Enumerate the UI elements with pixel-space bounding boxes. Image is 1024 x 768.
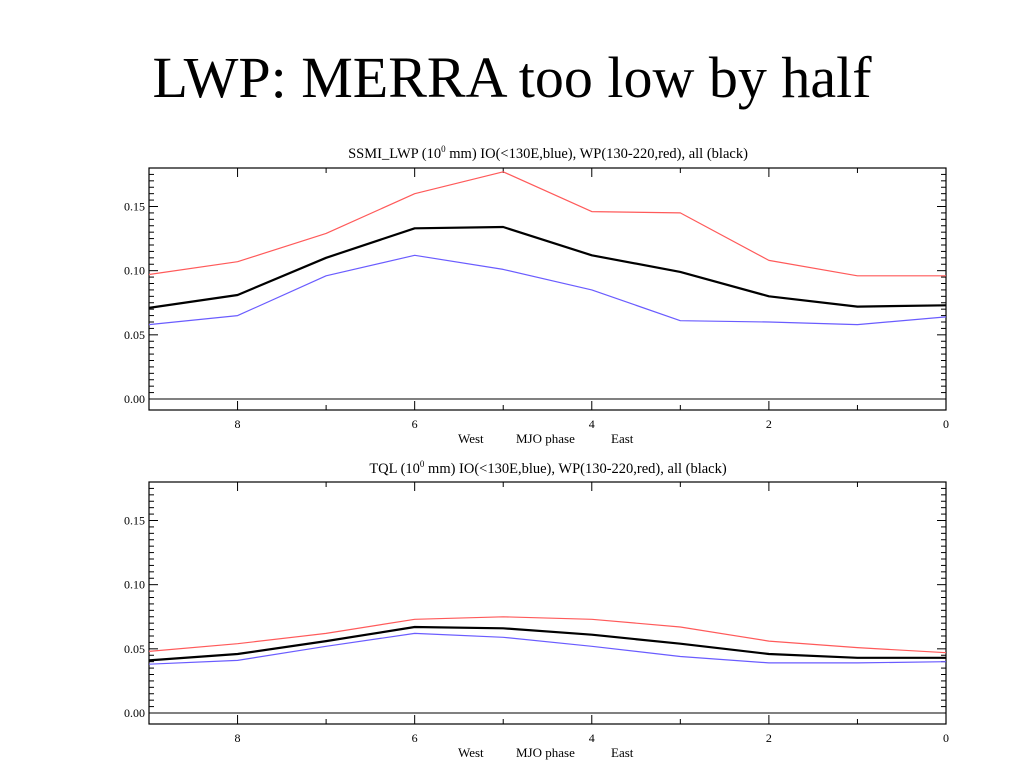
- y-tick-labels: 0.00 0.05 0.10 0.15: [124, 200, 145, 407]
- x-tick-label: 6: [412, 731, 418, 745]
- x-label-mjo-phase: MJO phase: [516, 745, 575, 760]
- x-tick-label: 8: [235, 417, 241, 431]
- x-tick-label: 8: [235, 731, 241, 745]
- plot-border: [148, 167, 947, 411]
- y-tick-label: 0.05: [124, 328, 145, 342]
- chart-ssmi-lwp: SSMI_LWP (100 mm) IO(<130E,blue), WP(130…: [124, 144, 949, 446]
- x-tick-labels: 8 6 4 2 0: [235, 417, 949, 431]
- x-label-east: East: [611, 745, 634, 760]
- x-tick-label: 0: [943, 417, 949, 431]
- x-tick-label: 2: [766, 731, 772, 745]
- y-tick-label: 0.10: [124, 264, 145, 278]
- series-line-1: [148, 625, 946, 662]
- x-tick-label: 4: [589, 731, 595, 745]
- series-line-2: [148, 254, 947, 326]
- series-lines: [148, 616, 947, 665]
- series-line-2: [148, 632, 947, 665]
- chart-title: TQL (100 mm) IO(<130E,blue), WP(130-220,…: [369, 459, 727, 477]
- tick-marks: [148, 482, 947, 724]
- x-tick-label: 2: [766, 417, 772, 431]
- x-tick-labels: 8 6 4 2 0: [235, 731, 949, 745]
- plot-border: [148, 481, 947, 725]
- series-line-0: [148, 616, 947, 654]
- tick-marks: [148, 168, 947, 410]
- y-tick-labels: 0.00 0.05 0.10 0.15: [124, 514, 145, 721]
- y-tick-label: 0.00: [124, 392, 145, 406]
- x-tick-label: 4: [589, 417, 595, 431]
- y-tick-label: 0.05: [124, 642, 145, 656]
- x-label-west: West: [458, 431, 484, 446]
- series-line-0: [148, 171, 946, 277]
- chart-tql: TQL (100 mm) IO(<130E,blue), WP(130-220,…: [124, 459, 949, 760]
- series-line-1: [148, 225, 947, 309]
- plot-frame: [148, 481, 947, 725]
- x-tick-label: 6: [412, 417, 418, 431]
- y-tick-label: 0.00: [124, 706, 145, 720]
- y-tick-label: 0.15: [124, 514, 145, 528]
- x-tick-label: 0: [943, 731, 949, 745]
- x-label-east: East: [611, 431, 634, 446]
- x-label-west: West: [458, 745, 484, 760]
- x-axis-label: West MJO phase East: [458, 745, 634, 760]
- slide-title: LWP: MERRA too low by half: [152, 45, 872, 110]
- x-label-mjo-phase: MJO phase: [516, 431, 575, 446]
- plot-frame: [148, 167, 947, 411]
- x-axis-label: West MJO phase East: [458, 431, 634, 446]
- chart-title: SSMI_LWP (100 mm) IO(<130E,blue), WP(130…: [348, 144, 748, 162]
- series-lines: [148, 171, 947, 326]
- y-tick-label: 0.10: [124, 578, 145, 592]
- y-tick-label: 0.15: [124, 200, 145, 214]
